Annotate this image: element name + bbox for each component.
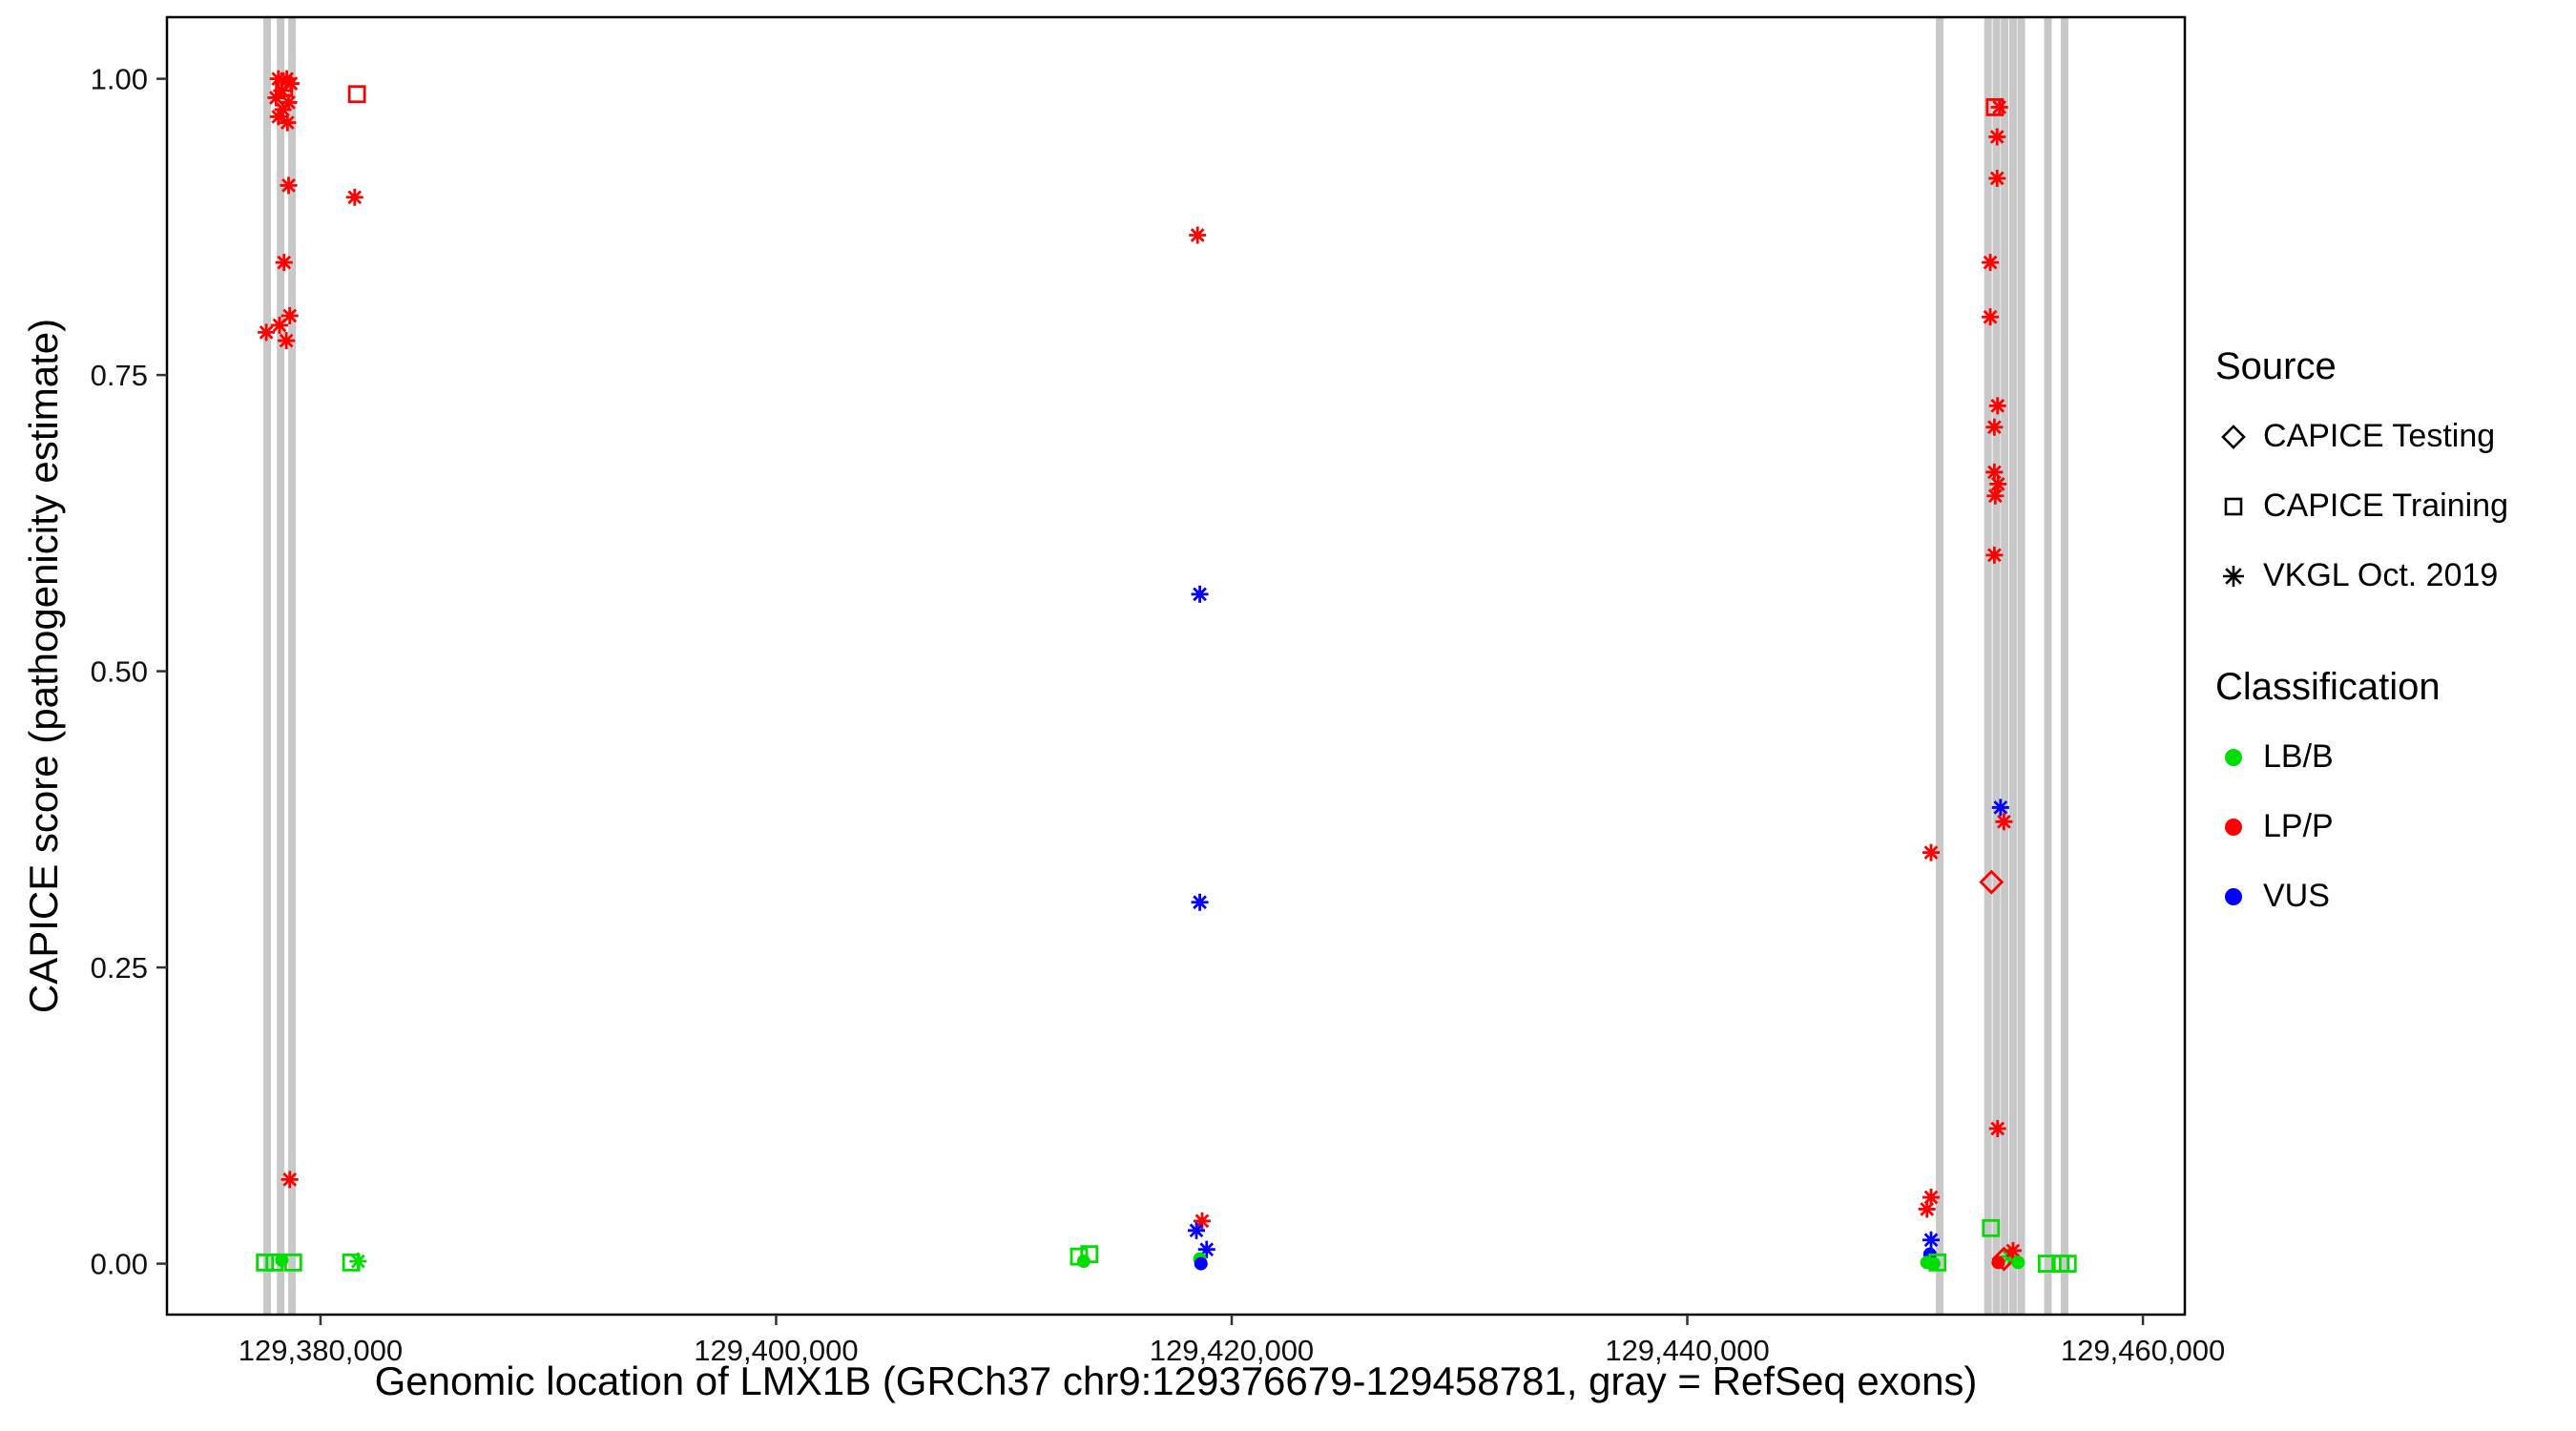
data-point-asterisk <box>280 176 298 195</box>
data-point-circle <box>1194 1256 1208 1271</box>
data-point-asterisk <box>269 108 287 126</box>
data-point-asterisk <box>1990 98 2008 116</box>
y-axis-tick-label: 0.75 <box>91 359 148 392</box>
data-point-asterisk <box>1988 169 2006 187</box>
y-axis-tick-label: 0.25 <box>91 951 148 985</box>
legend: Source CAPICE Testing CAPICE Training <box>2215 345 2570 931</box>
y-axis-tick-label: 0.50 <box>91 655 148 689</box>
legend-source-group: Source CAPICE Testing CAPICE Training <box>2215 345 2570 611</box>
data-point-asterisk <box>1193 1212 1211 1230</box>
legend-item-label: LP/P <box>2263 808 2334 844</box>
legend-item-lbb: LB/B <box>2215 722 2570 792</box>
data-point-square <box>347 85 366 104</box>
legend-item-vus: VUS <box>2215 861 2570 931</box>
data-point-asterisk <box>1985 546 2004 564</box>
data-point-asterisk <box>1991 798 2009 817</box>
panel-border <box>165 15 2187 1317</box>
data-point-circle <box>1076 1255 1091 1269</box>
x-axis-tick-label: 129,400,000 <box>694 1334 858 1367</box>
data-point-diamond <box>1979 869 2005 895</box>
diamond-icon <box>2221 424 2246 449</box>
legend-item-label: CAPICE Training <box>2263 487 2508 524</box>
data-point-asterisk <box>1988 397 2006 415</box>
x-axis-tick-label: 129,380,000 <box>239 1334 403 1367</box>
data-point-circle <box>2011 1255 2025 1270</box>
data-point-asterisk <box>1191 585 1209 603</box>
legend-item-label: LB/B <box>2263 738 2334 775</box>
x-axis-tick-label: 129,440,000 <box>1605 1334 1769 1367</box>
legend-item-vkgl: VKGL Oct. 2019 <box>2215 541 2570 611</box>
data-point-square <box>1982 1218 2001 1237</box>
data-point-diamond <box>1991 1246 2017 1272</box>
data-point-asterisk <box>1988 128 2006 146</box>
data-point-asterisk <box>275 254 293 272</box>
legend-classification-title: Classification <box>2215 666 2441 708</box>
square-icon <box>2224 497 2243 515</box>
y-axis-tick-label: 0.00 <box>91 1248 148 1281</box>
data-point-asterisk <box>1985 418 2004 436</box>
data-point-asterisk <box>1189 226 1207 244</box>
legend-item-capice-testing: CAPICE Testing <box>2215 402 2570 471</box>
x-axis-title: Genomic location of LMX1B (GRCh37 chr9:1… <box>374 1358 1978 1403</box>
x-axis-tick-label: 129,460,000 <box>2061 1334 2225 1367</box>
data-point-asterisk <box>279 114 297 132</box>
data-point-asterisk <box>1982 254 2000 272</box>
data-point-asterisk <box>1922 843 1941 861</box>
legend-item-label: CAPICE Testing <box>2263 418 2496 454</box>
legend-source-title: Source <box>2215 345 2337 387</box>
data-point-asterisk <box>1918 1200 1936 1218</box>
data-point-asterisk <box>1191 893 1209 911</box>
data-point-asterisk <box>1187 1221 1205 1239</box>
legend-item-label: VKGL Oct. 2019 <box>2263 557 2499 593</box>
red-circle-icon <box>2225 818 2242 836</box>
data-point-asterisk <box>1988 1120 2006 1138</box>
data-point-square <box>283 1253 302 1272</box>
data-point-asterisk <box>280 306 299 324</box>
data-point-asterisk <box>258 323 276 342</box>
y-axis-tick-label: 1.00 <box>91 63 148 96</box>
legend-classification-group: Classification LB/B LP/P VUS <box>2215 666 2570 931</box>
blue-circle-icon <box>2225 887 2242 905</box>
data-point-asterisk <box>349 1253 367 1271</box>
data-point-asterisk <box>1982 308 2000 326</box>
data-point-square <box>2037 1255 2056 1273</box>
data-point-asterisk <box>1986 487 2005 505</box>
data-point-asterisk <box>1989 475 2007 493</box>
legend-item-capice-training: CAPICE Training <box>2215 471 2570 541</box>
data-point-asterisk <box>1922 1231 1941 1249</box>
legend-item-label: VUS <box>2263 878 2330 914</box>
data-point-asterisk <box>280 1171 299 1189</box>
legend-item-lpp: LP/P <box>2215 792 2570 861</box>
data-point-square <box>275 79 294 97</box>
data-point-square <box>1928 1253 1947 1272</box>
x-axis-tick-label: 129,420,000 <box>1150 1334 1314 1367</box>
asterisk-icon <box>2223 565 2244 587</box>
data-point-circle <box>1991 1255 2005 1270</box>
green-circle-icon <box>2225 748 2242 766</box>
data-point-square <box>256 1253 275 1272</box>
data-point-asterisk <box>1985 463 2004 481</box>
data-point-asterisk <box>270 316 288 334</box>
data-point-asterisk <box>278 332 296 350</box>
data-point-asterisk <box>1995 813 2013 831</box>
data-point-square <box>2058 1255 2077 1273</box>
y-axis-title: CAPICE score (pathogenicity estimate) <box>21 318 66 1014</box>
data-point-asterisk <box>345 188 364 206</box>
